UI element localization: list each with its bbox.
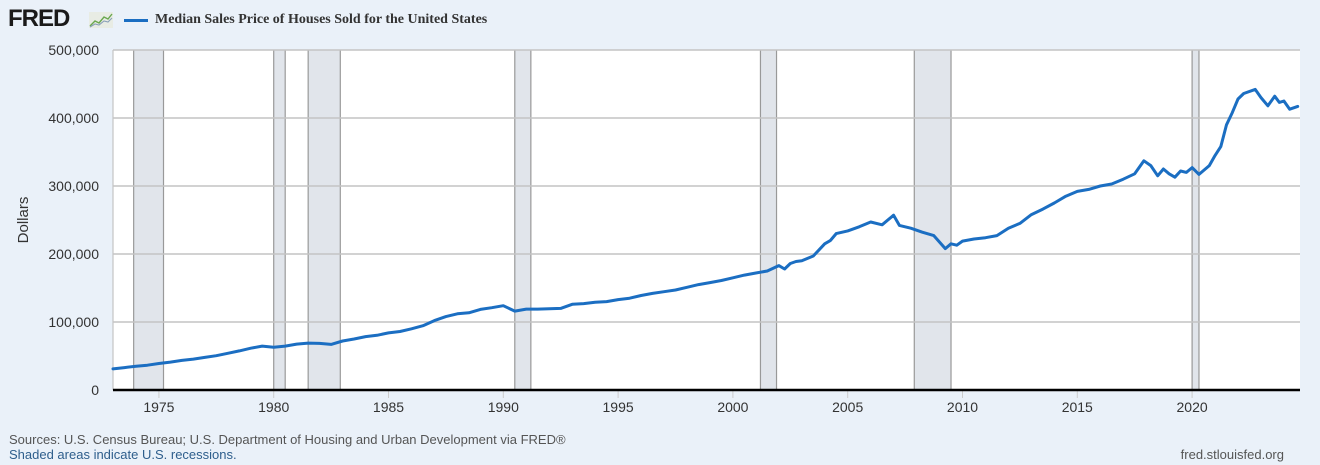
line-chart-icon <box>89 12 113 28</box>
recession-band <box>133 50 164 390</box>
recession-band <box>308 50 341 390</box>
y-tick-label: 0 <box>91 382 99 398</box>
y-tick-label: 300,000 <box>48 178 99 194</box>
grid-lines <box>112 49 1300 390</box>
x-tick-label: 2005 <box>832 399 863 415</box>
legend-line-swatch <box>124 19 148 22</box>
x-tick-label: 2015 <box>1062 399 1093 415</box>
fred-logo: FRED <box>8 5 70 32</box>
y-axis-ticks: 0 100,000 200,000 300,000 400,000 500,000 <box>48 42 99 398</box>
x-axis-ticks: 1975 1980 1985 1990 1995 2000 2005 2010 2015 2020 <box>143 390 1208 415</box>
recession-note-link[interactable]: Shaded areas indicate U.S. recessions. <box>9 447 237 462</box>
x-tick-label: 2010 <box>947 399 978 415</box>
recession-bands <box>133 50 1200 390</box>
recession-band <box>273 50 286 390</box>
x-tick-label: 1990 <box>488 399 519 415</box>
recession-band <box>914 50 952 390</box>
site-link[interactable]: fred.stlouisfed.org <box>1180 447 1284 462</box>
y-tick-label: 400,000 <box>48 110 99 126</box>
sources-note: Sources: U.S. Census Bureau; U.S. Depart… <box>9 432 566 447</box>
x-tick-label: 1980 <box>258 399 289 415</box>
x-tick-label: 1995 <box>603 399 634 415</box>
series-line <box>111 87 1300 371</box>
plot-area <box>113 50 1300 390</box>
x-tick-label: 1985 <box>373 399 404 415</box>
series-title: Median Sales Price of Houses Sold for th… <box>155 12 488 27</box>
y-tick-label: 500,000 <box>48 42 99 58</box>
x-tick-label: 2020 <box>1177 399 1208 415</box>
y-axis-label: Dollars <box>15 197 32 244</box>
y-tick-label: 100,000 <box>48 314 99 330</box>
recession-band <box>760 50 777 390</box>
x-tick-label: 1975 <box>143 399 174 415</box>
recession-band <box>514 50 531 390</box>
x-tick-label: 2000 <box>717 399 748 415</box>
recession-band <box>1192 50 1199 390</box>
y-tick-label: 200,000 <box>48 246 99 262</box>
